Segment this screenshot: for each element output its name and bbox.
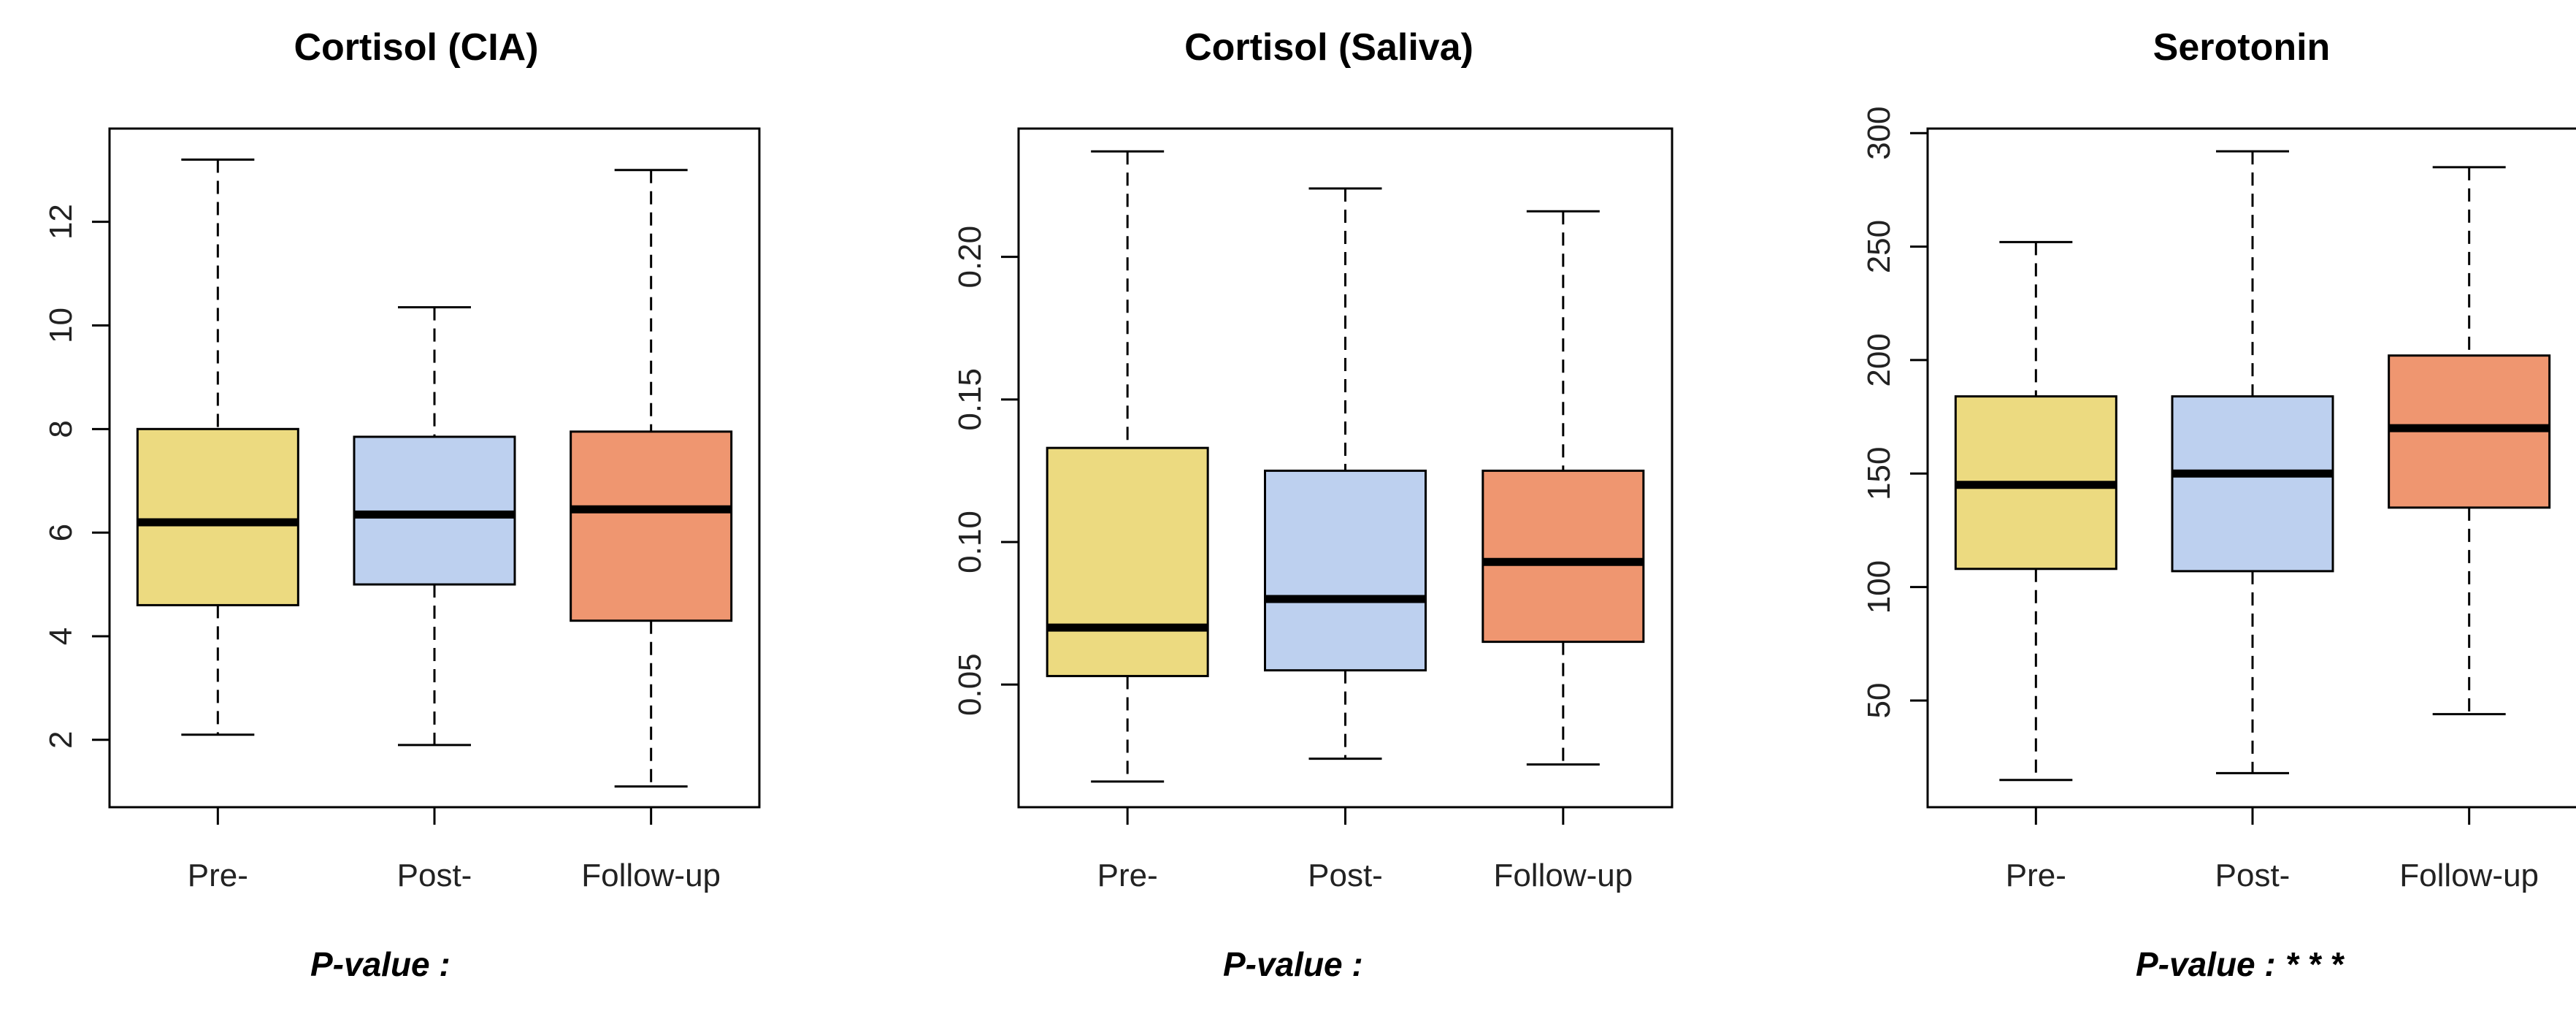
chart-panel-1: Cortisol (CIA) 2 4 6 8 10 12 Pre- Post- Follow-up… (43, 26, 761, 983)
pvalue-label: P-value : (1223, 945, 1363, 983)
box-2 (2171, 150, 2334, 774)
box-2 (1264, 187, 1427, 760)
x-tick-label: Pre- (188, 858, 248, 893)
y-tick-label: 200 (1861, 333, 1897, 386)
y-tick-label: 0.05 (952, 653, 988, 716)
box-1 (1954, 240, 2117, 782)
iqr-box (1264, 469, 1427, 672)
x-tick-label: Post- (397, 858, 472, 893)
y-tick-label: 4 (43, 627, 79, 645)
y-tick-label: 0.20 (952, 226, 988, 289)
y-tick-label: 300 (1861, 107, 1897, 160)
x-tick-label: Pre- (2006, 858, 2066, 893)
box-3 (2388, 166, 2551, 716)
chart-title: Serotonin (2153, 26, 2331, 69)
iqr-box (136, 427, 299, 606)
y-tick-label: 6 (43, 524, 79, 541)
y-tick-label: 50 (1861, 682, 1897, 718)
box-1 (1046, 150, 1209, 783)
box-2 (353, 306, 516, 747)
iqr-box (1481, 469, 1645, 644)
iqr-box (2171, 395, 2334, 573)
y-tick-label: 100 (1861, 560, 1897, 614)
pvalue-label: P-value : (310, 945, 451, 983)
y-tick-label: 0.15 (952, 368, 988, 431)
x-tick-label: Follow-up (2399, 858, 2539, 893)
chart-title: Cortisol (CIA) (294, 26, 538, 69)
box-3 (570, 169, 733, 788)
y-tick-label: 0.10 (952, 511, 988, 573)
pvalue-label: P-value : (2136, 945, 2276, 983)
chart-title: Cortisol (Saliva) (1184, 26, 1473, 69)
y-tick-label: 2 (43, 731, 79, 749)
x-tick-label: Follow-up (581, 858, 721, 893)
x-tick-label: Follow-up (1493, 858, 1633, 893)
chart-panel-2: Cortisol (Saliva) 0.05 0.10 0.15 0.20 Pre- Pos… (952, 26, 1674, 983)
y-tick-label: 8 (43, 420, 79, 438)
iqr-box (570, 430, 733, 622)
pvalue-significance: * * * (2285, 945, 2345, 983)
chart-panel-3: Serotonin 50 100 150 200 250 300 Pre- Post- Follo… (1861, 26, 2576, 983)
y-tick-label: 250 (1861, 220, 1897, 273)
box-1 (136, 159, 299, 736)
y-tick-label: 150 (1861, 447, 1897, 500)
x-tick-label: Pre- (1097, 858, 1158, 893)
y-tick-label: 12 (43, 204, 79, 240)
x-tick-label: Post- (2215, 858, 2291, 893)
x-tick-label: Post- (1308, 858, 1383, 893)
iqr-box (1046, 446, 1209, 677)
y-tick-label: 10 (43, 308, 79, 343)
box-3 (1481, 210, 1645, 766)
